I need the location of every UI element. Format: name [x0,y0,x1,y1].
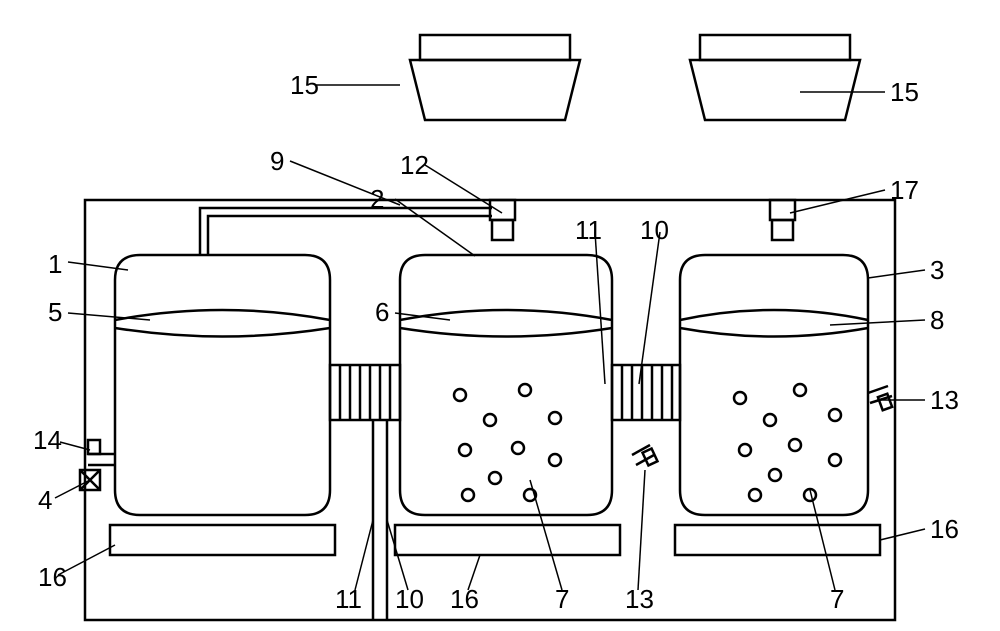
bubbles-v3 [734,384,841,501]
base-16-left [110,525,335,555]
label-10a: 10 [640,215,669,246]
connector-2-3 [612,365,680,420]
label-13a: 13 [930,385,959,416]
label-11a: 11 [575,215,602,246]
label-16a: 16 [38,562,67,593]
vessel-3 [680,255,868,515]
diagram-svg [0,0,1000,631]
label-12: 12 [400,150,429,181]
connector-17 [770,200,795,240]
label-16c: 16 [450,584,479,615]
bubbles-v2 [454,384,561,501]
vessel-2 [400,255,612,515]
label-8: 8 [930,305,944,336]
label-13b: 13 [625,584,654,615]
port-13-right [868,386,892,410]
base-16-mid [395,525,620,555]
connector-12 [490,200,515,240]
port-14 [88,440,115,465]
base-16-right [675,525,880,555]
label-3: 3 [930,255,944,286]
label-14: 14 [33,425,62,456]
label-16b: 16 [930,514,959,545]
label-17: 17 [890,175,919,206]
label-11b: 11 [335,584,362,615]
label-4: 4 [38,485,52,516]
vessel-1 [115,255,330,515]
label-7a: 7 [555,584,569,615]
top-device-right [690,35,860,120]
port-13-mid [632,445,657,465]
label-6: 6 [375,297,389,328]
label-15a: 15 [290,70,319,101]
label-9: 9 [270,146,284,177]
top-device-left [410,35,580,120]
label-1: 1 [48,249,62,280]
label-10b: 10 [395,584,424,615]
label-15b: 15 [890,77,919,108]
outer-frame [85,200,895,620]
label-5: 5 [48,297,62,328]
label-2: 2 [370,184,384,215]
label-7b: 7 [830,584,844,615]
connector-1-2 [330,365,400,420]
